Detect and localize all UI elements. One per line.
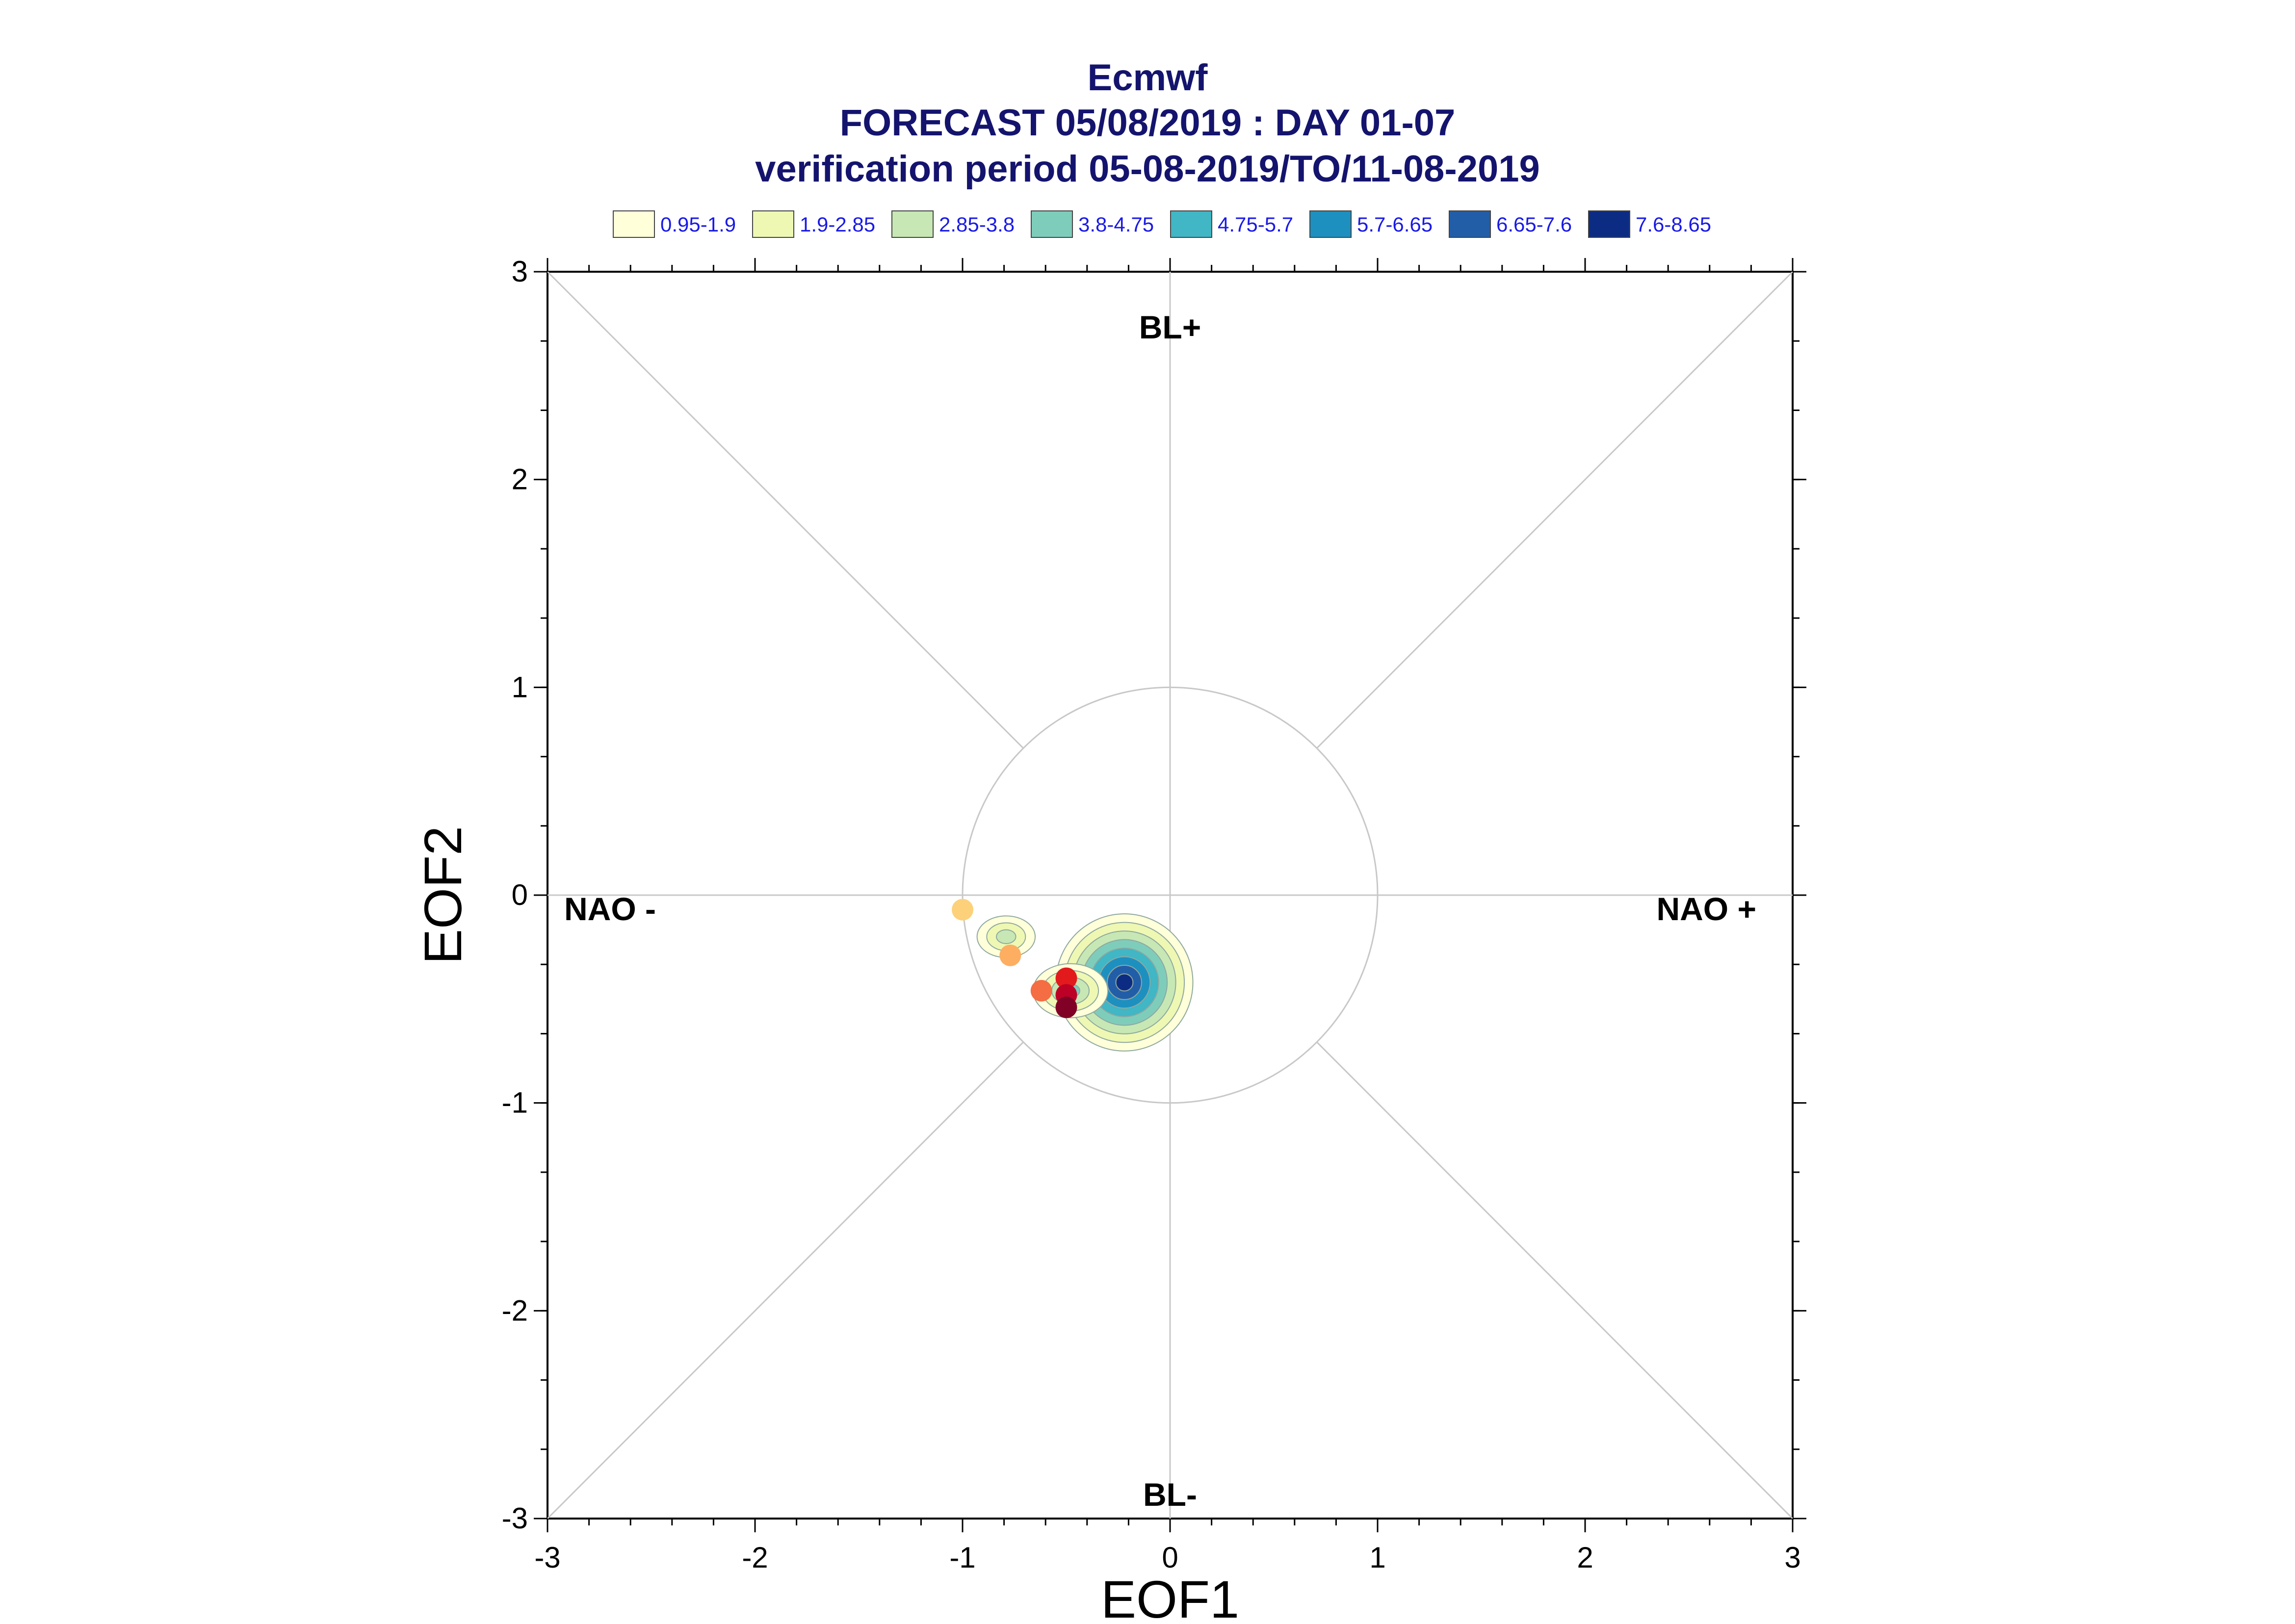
chart-period: verification period 05-08-2019/TO/11-08-… [755,148,1540,190]
forecast-points [952,899,1077,1018]
x-tick-label: -3 [534,1541,560,1574]
legend: 0.95-1.9 1.9-2.85 2.85-3.8 3.8-4.75 4.75-5.7… [613,210,1711,238]
region-label-top: BL+ [1139,309,1201,345]
chart-title: Ecmwf [1088,57,1208,99]
y-tick-label: 1 [512,670,528,703]
y-tick-label: 2 [512,463,528,496]
x-tick-label: -1 [949,1541,975,1574]
legend-swatch [613,210,655,238]
region-label-left: NAO - [564,891,656,927]
legend-swatch [1170,210,1212,238]
y-tick-label: 3 [512,255,528,288]
legend-swatch [1449,210,1491,238]
legend-label: 6.65-7.6 [1496,213,1572,236]
x-tick-label: 2 [1577,1541,1593,1574]
density-contour [996,929,1017,944]
legend-swatch [891,210,934,238]
x-tick-label: 3 [1784,1541,1800,1574]
diagonal-guide [547,1041,1024,1520]
data-point [999,944,1021,966]
axis-ticks: -3 -2 -1 0 1 2 3 -3 -2 -1 0 1 2 3 [502,255,1806,1574]
region-label-bottom: BL- [1143,1476,1197,1513]
data-point [952,899,973,921]
x-tick-label: -2 [742,1541,768,1574]
legend-label: 7.6-8.65 [1636,213,1711,236]
plot-area: -3 -2 -1 0 1 2 3 -3 -2 -1 0 1 2 3 [502,255,1806,1574]
y-tick-label: -3 [502,1502,528,1535]
y-tick-label: 0 [512,878,528,911]
data-point [1055,996,1077,1018]
legend-label: 2.85-3.8 [939,213,1015,236]
y-axis-label: EOF2 [413,826,472,964]
chart-subtitle: FORECAST 05/08/2019 : DAY 01-07 [840,102,1456,144]
legend-label: 5.7-6.65 [1357,213,1433,236]
legend-label: 3.8-4.75 [1078,213,1154,236]
legend-swatch [1309,210,1352,238]
legend-swatch [1588,210,1630,238]
diagonal-guide [1316,271,1794,749]
legend-label: 0.95-1.9 [660,213,736,236]
unit-circle [962,686,1379,1104]
diagonal-guide [547,271,1024,749]
y-tick-label: -1 [502,1086,528,1119]
data-point [1030,980,1052,1002]
x-axis-label: EOF1 [1101,1570,1239,1624]
density-contour [1115,973,1134,992]
y-tick-label: -2 [502,1294,528,1327]
density-contours [976,913,1194,1052]
diagonal-guide [1316,1041,1794,1520]
data-point [1055,967,1077,989]
legend-swatch [752,210,794,238]
legend-swatch [1031,210,1073,238]
legend-label: 4.75-5.7 [1218,213,1293,236]
guide-lines [547,271,1794,1520]
region-label-right: NAO + [1656,891,1756,927]
legend-label: 1.9-2.85 [800,213,875,236]
x-tick-label: 0 [1162,1541,1178,1574]
x-tick-label: 1 [1369,1541,1385,1574]
